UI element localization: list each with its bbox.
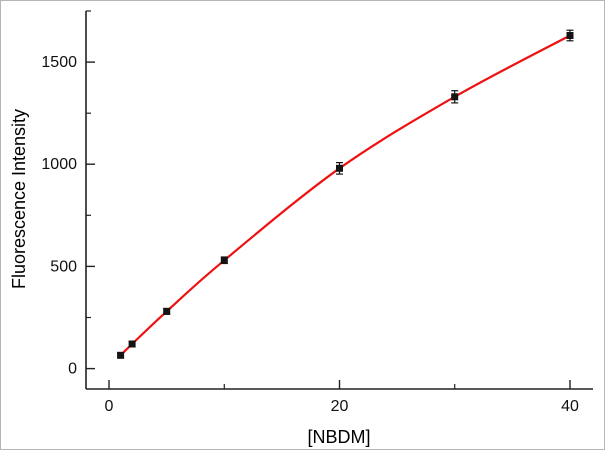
y-tick-label: 1500 [41,54,77,71]
y-tick-label: 0 [68,361,77,378]
data-point-marker [128,340,136,348]
data-point-marker [117,351,125,359]
y-tick-label: 500 [50,258,77,275]
data-point-marker [566,32,574,39]
data-point-marker [336,164,343,172]
y-axis-label: Fluorescence Intensity [9,109,29,289]
plot-dynamic-layer: 0 20 40 0 500 1000 1500 [41,10,593,415]
fit-line [119,34,571,357]
y-tick-label: 1000 [41,156,77,173]
x-tick-label: 0 [105,398,114,415]
x-tick-label: 20 [331,398,349,415]
x-axis-label: [NBDM] [308,427,371,447]
data-point-marker [451,93,459,101]
data-point-marker [220,256,228,264]
data-point-marker [163,307,171,315]
x-tick-label: 40 [561,398,579,415]
